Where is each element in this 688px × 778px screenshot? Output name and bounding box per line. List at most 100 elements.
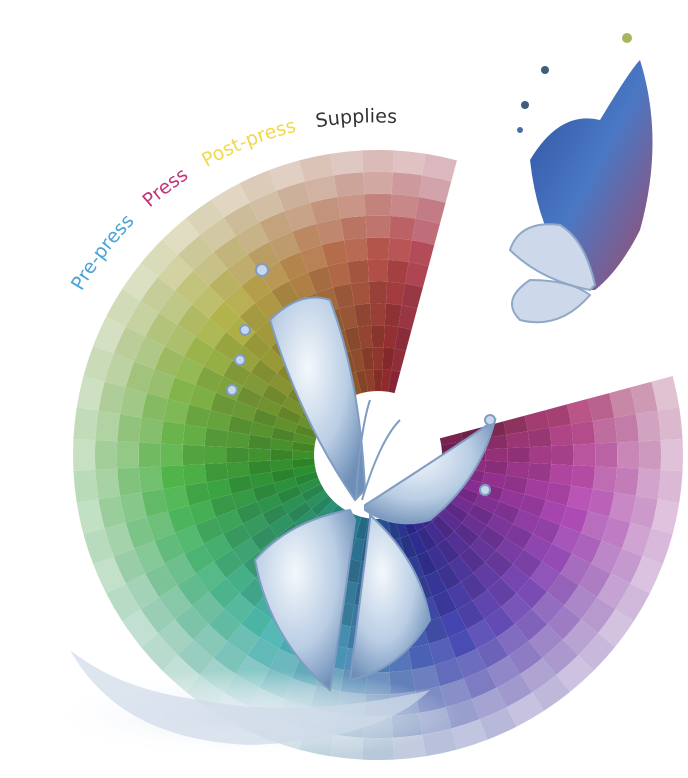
wheel-cell [422,617,449,644]
wheel-cell [563,585,598,620]
wheel-cell [363,171,393,195]
wheel-cell [276,181,311,212]
wheel-cell [271,468,296,483]
wheel-cell [327,261,351,288]
wheel-cell [248,434,272,450]
wheel-cell [122,609,158,647]
wheel-cell [304,175,338,203]
wheel-cell [177,573,210,606]
wheel-cell [415,197,446,224]
wheel-cell [235,222,270,255]
wheel-cell [273,477,298,494]
wheel-cell [541,543,572,574]
wheel-cell [347,259,369,284]
wheel-cell [546,573,579,606]
wheel-cell [412,664,440,692]
wheel-cell [184,543,215,574]
wheel-cell [426,545,449,571]
wheel-cell [311,495,333,516]
wheel-cell [213,235,248,270]
wheel-cell [587,489,615,517]
wheel-cell [344,326,362,351]
wheel-cell [580,597,616,634]
wheel-cell [184,404,211,428]
wheel-cell [362,150,394,173]
wheel-cell [256,493,282,514]
wheel-cell [364,369,375,392]
wheel-cell [418,175,452,203]
wheel-cell [436,563,461,591]
wheel-cell [391,348,406,373]
wheel-cell [292,458,315,469]
wheel-cell [209,578,240,609]
wheel-cell [145,312,178,347]
wheel-cell [117,467,142,496]
wheel-cell [226,564,256,594]
wheel-cell [388,516,401,540]
wheel-cell [454,522,479,547]
wheel-cell [368,281,388,304]
wheel-cell [139,417,164,444]
wheel-cell [204,445,227,465]
wheel-cell [125,300,159,337]
wheel-cell [215,509,243,534]
wheel-cell [513,509,541,534]
wheel-cell [259,211,293,242]
wheel-cell [500,564,530,594]
wheel-cell [93,556,126,594]
wheel-cell [227,623,260,656]
wheel-cell [310,197,341,224]
wheel-cell [250,525,278,551]
wheel-cell [182,444,205,466]
wheel-cell [203,348,233,377]
wheel-cell [485,448,508,462]
wheel-cell [547,605,581,640]
wheel-cell [562,619,599,656]
wheel-cell [651,499,680,534]
wheel-cell [657,407,683,441]
wheel-cell [448,555,474,583]
wheel-cell [401,283,423,309]
wheel-cell [260,347,287,374]
wheel-cell [451,719,488,750]
wheel-cell [204,462,229,483]
wheel-cell [609,492,636,523]
wheel-cell [195,561,227,592]
wheel-cell [616,441,640,469]
wheel-cell [289,272,316,301]
wheel-cell [446,582,473,610]
wheel-cell [340,216,367,241]
wheel-cell [208,269,242,302]
wheel-cell [422,153,457,182]
wheel-cell [210,392,237,416]
wheel-cell [210,494,237,518]
wheel-cell [269,231,301,262]
wheel-cell [164,324,196,357]
butterfly-small [508,33,653,324]
wheel-cell [305,489,329,510]
wheel-cell [175,270,209,305]
wheel-cell [239,170,277,203]
wheel-cell [529,561,561,592]
wheel-cell [610,548,643,584]
wheel-cell [635,410,661,442]
wheel-cell [505,523,533,550]
wheel-cell [392,150,426,176]
wheel-cell [95,468,121,500]
wheel-cell [163,398,190,425]
wheel-cell [247,637,280,669]
wheel-cell [228,475,253,495]
wheel-cell [424,570,447,597]
wheel-cell [388,237,413,262]
wheel-cell [154,532,185,564]
wheel-cell [478,525,506,551]
wheel-cell [160,443,183,467]
wheel-cell [493,501,520,524]
wheel-cell [281,396,306,416]
wheel-cell [73,439,96,471]
wheel-cell [226,447,249,463]
wheel-cell [468,503,494,526]
wheel-cell [262,503,288,526]
wheel-cell [249,190,285,223]
wheel-cell [120,492,147,523]
